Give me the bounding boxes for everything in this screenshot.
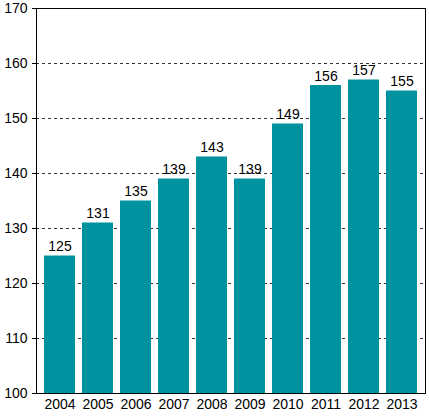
svg-text:100: 100 (4, 385, 28, 401)
svg-text:143: 143 (200, 139, 224, 155)
svg-text:110: 110 (5, 330, 28, 346)
svg-text:2011: 2011 (311, 396, 341, 412)
svg-text:130: 130 (4, 220, 28, 236)
svg-text:156: 156 (314, 68, 338, 84)
svg-text:120: 120 (4, 275, 28, 291)
svg-text:2006: 2006 (120, 396, 151, 412)
svg-text:140: 140 (4, 165, 28, 181)
svg-text:157: 157 (352, 62, 376, 78)
svg-text:2010: 2010 (272, 396, 303, 412)
svg-text:2009: 2009 (234, 396, 265, 412)
svg-text:139: 139 (162, 161, 186, 177)
svg-text:2004: 2004 (44, 396, 75, 412)
svg-text:131: 131 (86, 205, 110, 221)
svg-text:2013: 2013 (386, 396, 417, 412)
svg-text:2005: 2005 (82, 396, 113, 412)
svg-text:2007: 2007 (158, 396, 189, 412)
svg-text:125: 125 (48, 238, 72, 254)
svg-text:160: 160 (4, 55, 28, 71)
svg-text:2008: 2008 (196, 396, 227, 412)
svg-text:150: 150 (4, 110, 28, 126)
svg-text:2012: 2012 (348, 396, 379, 412)
svg-text:170: 170 (4, 0, 28, 16)
svg-text:139: 139 (238, 161, 262, 177)
svg-text:149: 149 (276, 106, 300, 122)
svg-text:155: 155 (390, 73, 414, 89)
svg-text:135: 135 (124, 183, 148, 199)
